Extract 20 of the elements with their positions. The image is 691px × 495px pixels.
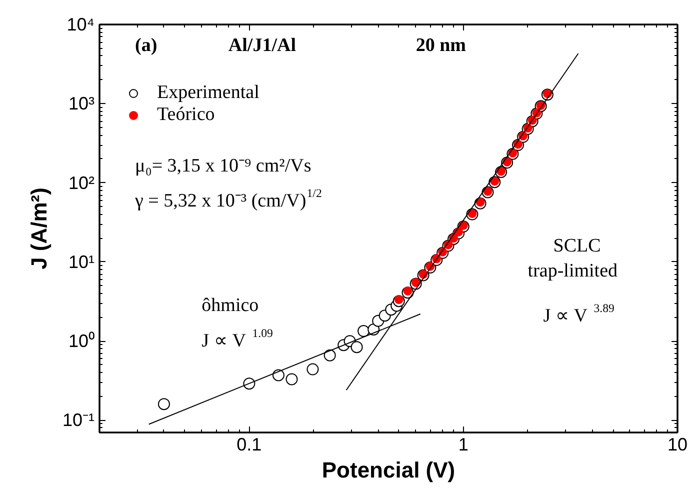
y-axis-title: J (A/m²)	[26, 188, 52, 270]
y-tick-label: 10¹	[68, 252, 95, 272]
legend-label: Teórico	[157, 104, 215, 126]
annotation: 20 nm	[416, 35, 466, 56]
x-tick-label: 1	[458, 434, 468, 454]
annotation: μ₀= 3,15 x 10⁻⁹ cm²/Vs	[135, 155, 312, 176]
y-tick-label: 10⁴	[66, 14, 95, 34]
x-axis-title: Potencial (V)	[322, 458, 456, 482]
annotation: trap-limited	[528, 260, 618, 282]
annotation: (a)	[135, 35, 158, 56]
x-tick-label: 10	[667, 434, 688, 454]
annotation: SCLC	[553, 235, 601, 256]
y-tick-label: 10²	[68, 172, 95, 193]
x-tick-label: 0.1	[236, 434, 262, 454]
annotation: ôhmico	[202, 295, 259, 316]
y-tick-label: 10⁰	[68, 331, 95, 352]
y-tick-label: 10³	[68, 94, 95, 114]
annotation: Al/J1/Al	[228, 35, 296, 56]
y-tick-label: 10⁻¹	[62, 410, 95, 430]
legend-label: Experimental	[157, 82, 260, 104]
